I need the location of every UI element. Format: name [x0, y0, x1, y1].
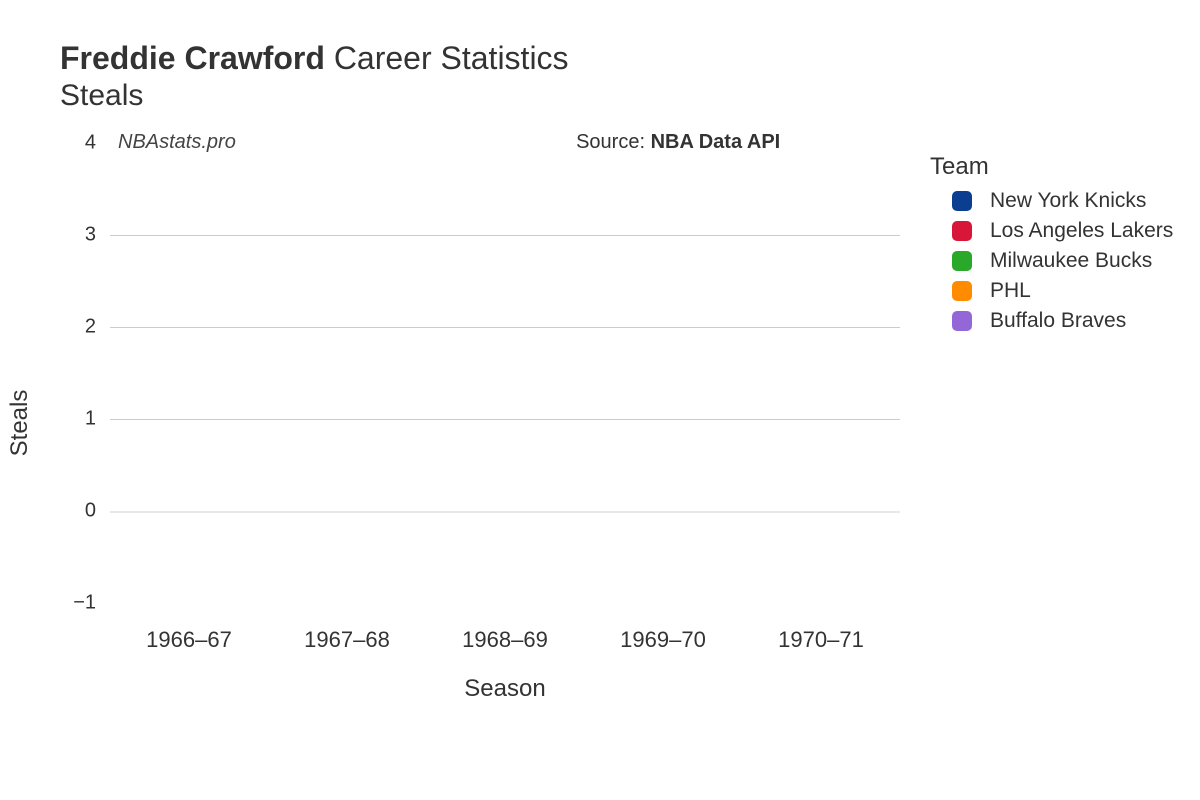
legend-swatch [952, 311, 972, 331]
y-tick-label: 0 [85, 500, 96, 523]
plot-wrap: Steals Season −101234NBAstats.proSource:… [60, 143, 1170, 703]
legend-swatch [952, 221, 972, 241]
gridline [110, 327, 900, 328]
y-tick-label: 1 [85, 408, 96, 431]
x-tick-label: 1968–69 [462, 627, 548, 653]
source-label: Source: NBA Data API [576, 131, 780, 154]
legend: Team New York Knicks Los Angeles Lakers Mi… [930, 153, 1200, 339]
gridline [110, 419, 900, 420]
legend-swatch [952, 281, 972, 301]
legend-items: New York Knicks Los Angeles Lakers Milwauk… [930, 189, 1200, 333]
legend-label: New York Knicks [990, 189, 1146, 213]
plot-area: Season −101234NBAstats.proSource: NBA Da… [110, 143, 900, 603]
watermark: NBAstats.pro [118, 131, 236, 154]
gridline [110, 235, 900, 236]
y-tick-label: 4 [85, 132, 96, 155]
legend-label: Milwaukee Bucks [990, 249, 1152, 273]
legend-title: Team [930, 153, 1200, 181]
legend-item: Milwaukee Bucks [930, 249, 1200, 273]
legend-item: New York Knicks [930, 189, 1200, 213]
legend-swatch [952, 191, 972, 211]
x-tick-label: 1967–68 [304, 627, 390, 653]
title-player-name: Freddie Crawford [60, 40, 325, 76]
legend-item: Los Angeles Lakers [930, 219, 1200, 243]
legend-item: PHL [930, 279, 1200, 303]
legend-label: PHL [990, 279, 1031, 303]
gridline [110, 511, 900, 513]
y-axis-label: Steals [6, 390, 34, 457]
title-suffix: Career Statistics [325, 40, 569, 76]
legend-item: Buffalo Braves [930, 309, 1200, 333]
x-tick-label: 1966–67 [146, 627, 232, 653]
title-block: Freddie Crawford Career Statistics Steal… [60, 40, 1170, 113]
y-tick-label: −1 [73, 592, 96, 615]
legend-swatch [952, 251, 972, 271]
chart-subtitle: Steals [60, 79, 1170, 113]
legend-label: Los Angeles Lakers [990, 219, 1173, 243]
chart-container: Freddie Crawford Career Statistics Steal… [0, 0, 1200, 800]
y-tick-label: 3 [85, 224, 96, 247]
chart-title: Freddie Crawford Career Statistics [60, 40, 1170, 77]
legend-label: Buffalo Braves [990, 309, 1126, 333]
x-tick-label: 1970–71 [778, 627, 864, 653]
x-axis-label: Season [464, 675, 545, 703]
y-tick-label: 2 [85, 316, 96, 339]
x-tick-label: 1969–70 [620, 627, 706, 653]
